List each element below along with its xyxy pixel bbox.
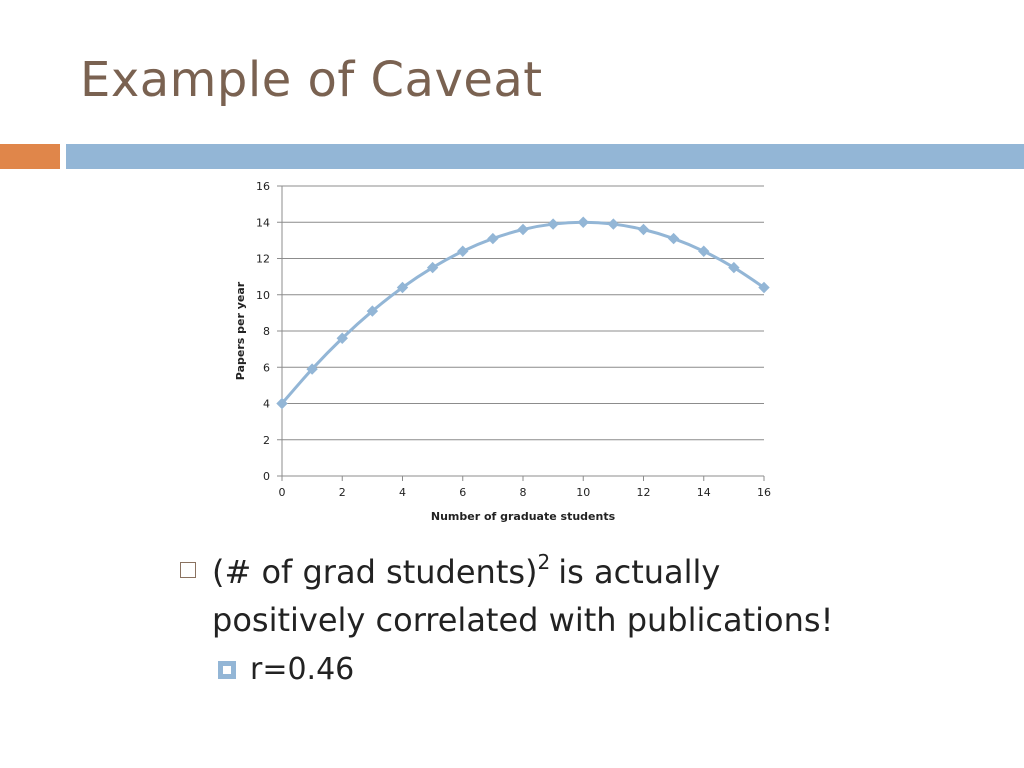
series-0-point-16	[758, 281, 770, 294]
bullet-main-part1: (# of grad students)	[212, 553, 538, 591]
series-0-point-10	[577, 216, 589, 228]
bullet-main-part2: is actually positively correlated with p…	[212, 553, 834, 639]
x-tick-label-8: 8	[520, 486, 527, 499]
bullet-list: (# of grad students)2 is actually positiv…	[176, 548, 872, 692]
series-0-point-6	[457, 245, 469, 257]
bullet-sub: r=0.46	[216, 648, 872, 692]
series-0-point-12	[637, 223, 650, 236]
accent-bar-orange	[0, 144, 60, 169]
series-0-point-1	[306, 363, 318, 375]
series-0-point-9	[547, 218, 559, 230]
series-0-point-0	[276, 397, 288, 410]
accent-bar-blue	[66, 144, 1024, 169]
series-0-point-8	[517, 223, 529, 236]
y-tick-label-0: 0	[263, 470, 270, 483]
x-axis-title: Number of graduate students	[431, 510, 616, 523]
series-0-line	[280, 220, 765, 405]
x-tick-label-0: 0	[279, 486, 286, 499]
slide-title: Example of Caveat	[80, 52, 543, 108]
y-tick-label-14: 14	[256, 216, 270, 229]
series-0-point-3	[366, 305, 379, 317]
series-0-point-2	[336, 332, 348, 344]
series-0-point-13	[667, 232, 680, 245]
bullet-main: (# of grad students)2 is actually positiv…	[176, 548, 872, 644]
series-0-point-15	[728, 261, 740, 274]
line-chart: 0 2 4 6 8 10 12 14 16 0 2 4 6 8 10 12 14 16 Number of grad…	[234, 180, 771, 523]
series-0-point-7	[487, 232, 499, 245]
y-tick-label-12: 12	[256, 253, 270, 266]
y-tick-label-16: 16	[256, 180, 270, 193]
x-tick-label-10: 10	[576, 486, 590, 499]
hollow-square-bullet-icon	[180, 562, 196, 578]
x-tick-label-12: 12	[637, 486, 651, 499]
bullet-main-superscript: 2	[537, 550, 551, 574]
y-tick-label-4: 4	[263, 398, 270, 411]
series-0-point-4	[396, 281, 409, 294]
bullet-sub-text: r=0.46	[250, 652, 355, 687]
series-0-point-5	[426, 261, 439, 274]
y-tick-label-2: 2	[263, 434, 270, 447]
series-0-point-11	[607, 218, 620, 230]
y-axis-title: Papers per year	[234, 281, 247, 380]
y-tick-label-6: 6	[263, 361, 270, 374]
bullet-main-text: (# of grad students)2 is actually positiv…	[212, 550, 834, 639]
x-tick-label-2: 2	[339, 486, 346, 499]
x-tick-label-6: 6	[459, 486, 466, 499]
y-tick-label-8: 8	[263, 325, 270, 338]
y-tick-label-10: 10	[256, 289, 270, 302]
x-tick-label-14: 14	[697, 486, 711, 499]
x-tick-label-16: 16	[757, 486, 771, 499]
x-tick-label-4: 4	[399, 486, 406, 499]
series-0-point-14	[698, 245, 710, 257]
filled-square-bullet-icon	[218, 661, 236, 679]
